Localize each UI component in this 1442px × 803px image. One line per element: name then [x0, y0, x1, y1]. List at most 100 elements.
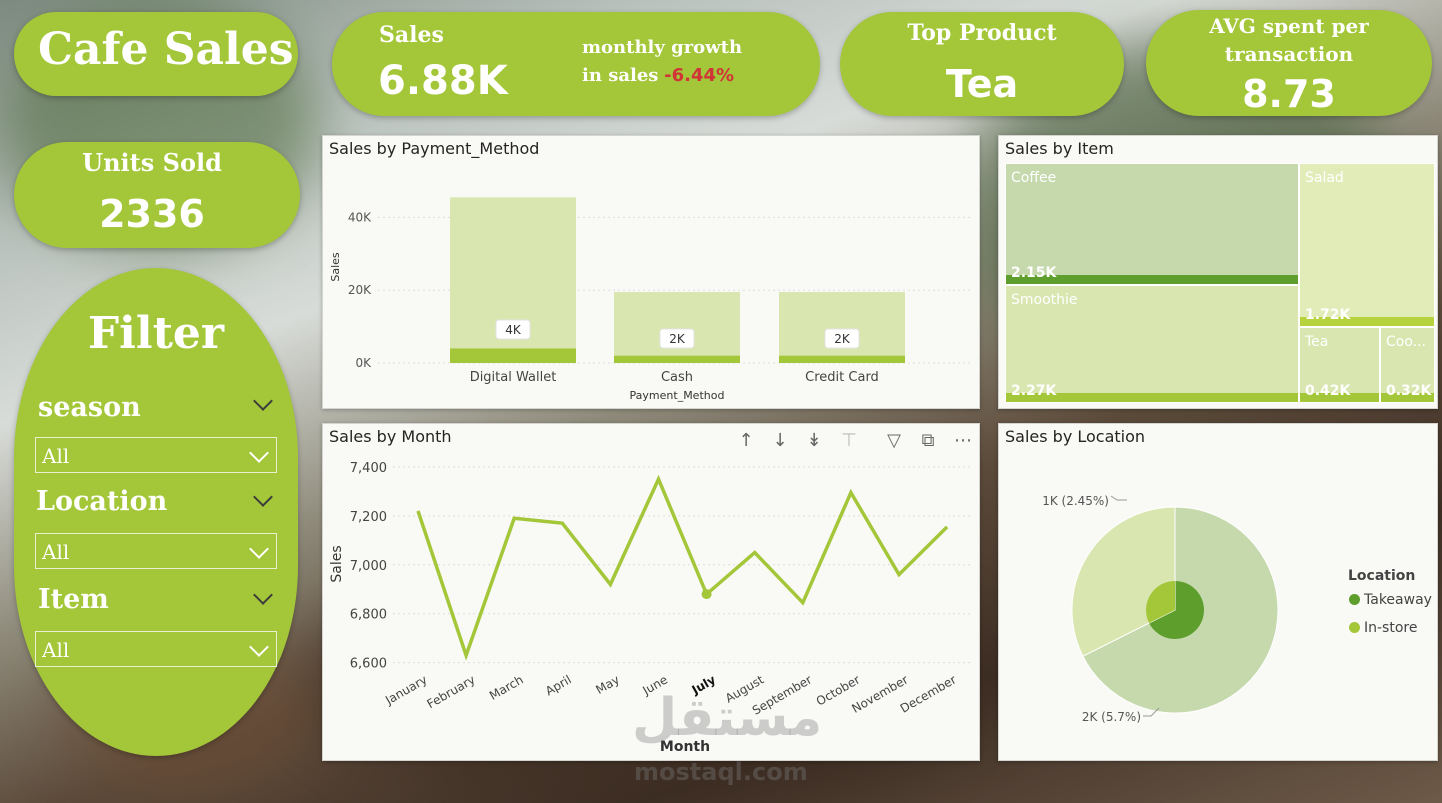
watermark-latin: mostaql.com [634, 758, 808, 786]
item-dropdown-value: All [42, 638, 70, 662]
item-dropdown[interactable]: All [35, 631, 277, 667]
treemap-tile[interactable]: Salad 1.72K [1299, 163, 1435, 327]
treemap-tile-name: Tea [1305, 334, 1329, 350]
more-options-icon[interactable]: ⋯ [954, 430, 972, 451]
units-sold-value: 2336 [99, 192, 205, 236]
treemap-tile-value: 0.32K [1386, 383, 1432, 399]
data-label: 2K [834, 332, 851, 346]
treemap-tile[interactable]: Coffee 2.15K [1005, 163, 1299, 285]
sales-card: Sales 6.88K monthly growth in sales -6.4… [332, 12, 820, 116]
sales-label: Sales [379, 22, 444, 48]
treemap-tile-value: 2.15K [1011, 265, 1057, 281]
series-line [416, 474, 949, 661]
treemap-tile-name: Coo... [1386, 334, 1427, 350]
growth-label-line2: in sales [582, 65, 659, 86]
y-axis-title: Sales [329, 252, 342, 282]
watermark-arabic: مستقل [632, 688, 823, 748]
season-dropdown-value: All [42, 444, 70, 468]
y-axis-title: Sales [329, 545, 345, 582]
x-tick-label: January [382, 672, 429, 707]
data-label-bg [824, 328, 860, 349]
location-chevron-icon[interactable] [253, 487, 273, 507]
location-pie-chart[interactable]: Sales by Location 1K (2.45%) 2K (5.7%) Lo… [998, 423, 1438, 761]
avg-spent-value: 8.73 [1242, 72, 1336, 116]
treemap-tile-bar [1006, 393, 1298, 402]
avg-spent-label-line1: AVG spent per [1209, 14, 1369, 38]
treemap-tile-name: Salad [1305, 170, 1344, 186]
treemap-area: Coffee 2.15K Smoothie 2.27K Salad 1.72K Tea 0.4… [1005, 163, 1435, 403]
legend-in-store[interactable]: In-store [1349, 620, 1417, 636]
y-tick-label: 7,400 [350, 461, 387, 476]
x-axis-title: Month [660, 739, 710, 755]
label-leader [1110, 495, 1127, 501]
filter-panel: Filter season All Location All Item All [14, 268, 298, 756]
data-label-bg [495, 319, 531, 340]
legend-dot [1349, 622, 1360, 633]
y-tick-label: 7,200 [350, 510, 387, 525]
filter-title: Filter [87, 308, 225, 359]
x-tick-label: Cash [661, 370, 693, 385]
treemap-tile-bar [1300, 393, 1379, 402]
treemap-tile-bar [1381, 393, 1434, 402]
expand-hierarchy-icon[interactable]: ⊤ [841, 430, 857, 451]
avg-spent-label-line2: transaction [1224, 42, 1354, 66]
pie-inner-slice [1146, 581, 1175, 624]
item-label: Item [38, 584, 109, 615]
avg-spent-card: AVG spent per transaction 8.73 [1146, 10, 1432, 116]
item-treemap-chart[interactable]: Sales by Item Coffee 2.15K Smoothie 2.27K Sa… [998, 135, 1438, 409]
units-sold-card: Units Sold 2336 [14, 142, 300, 248]
legend-label: In-store [1364, 620, 1418, 636]
top-product-card: Top Product Tea [840, 12, 1124, 116]
y-tick-label: 0K [355, 356, 372, 370]
treemap-tile[interactable]: Coo... 0.32K [1380, 327, 1435, 403]
treemap-tile-name: Smoothie [1011, 292, 1078, 308]
label-leader [1143, 707, 1160, 717]
treemap-tile[interactable]: Tea 0.42K [1299, 327, 1380, 403]
month-line-chart[interactable]: Sales by Month 6,600 6,800 7,000 7,200 7,400… [322, 423, 980, 761]
data-label: 2K [669, 332, 686, 346]
dashboard-title: Cafe Sales [38, 24, 294, 75]
x-tick-label: April [543, 672, 574, 698]
legend-label: Takeaway [1364, 592, 1432, 608]
treemap-tile-value: 2.27K [1011, 383, 1057, 399]
y-tick-label: 20K [348, 283, 372, 297]
bar-segment [614, 355, 740, 363]
season-label: season [38, 392, 141, 423]
legend-dot [1349, 594, 1360, 605]
location-dropdown-value: All [42, 540, 70, 564]
line-chart-svg: 6,600 6,800 7,000 7,200 7,400 Sales JanuaryFeb… [329, 461, 973, 755]
bar-segment [450, 348, 576, 363]
bar-segment [779, 355, 905, 363]
top-product-label: Top Product [907, 20, 1057, 46]
location-label: Location [36, 486, 168, 517]
item-chevron-icon[interactable] [253, 585, 273, 605]
legend-title: Location [1348, 568, 1416, 584]
x-tick-label: February [425, 672, 478, 711]
treemap-tile[interactable]: Smoothie 2.27K [1005, 285, 1299, 403]
season-chevron-icon[interactable] [253, 391, 273, 411]
slice-label: 1K (2.45%) [1042, 494, 1109, 508]
payment-method-chart[interactable]: Sales by Payment_Method 0K 20K 40K Sales 4K D… [322, 135, 980, 409]
filter-icon[interactable]: ▽ [887, 430, 901, 451]
pie-inner-slice [1149, 581, 1204, 639]
bar [614, 292, 740, 363]
x-tick-label: Digital Wallet [470, 370, 557, 385]
top-product-value: Tea [945, 62, 1019, 106]
chart-title: Sales by Payment_Method [329, 139, 540, 158]
season-dropdown[interactable]: All [35, 437, 277, 473]
treemap-tile-value: 1.72K [1305, 307, 1351, 323]
x-tick-label: May [593, 672, 621, 697]
chart-title: Sales by Location [1005, 427, 1146, 446]
focus-mode-icon[interactable]: ⧉ [921, 430, 935, 451]
double-arrow-down-icon[interactable]: ↡ [806, 430, 822, 451]
growth-label-line1: monthly growth [582, 37, 743, 58]
title-card: Cafe Sales [14, 12, 298, 96]
units-sold-label: Units Sold [82, 148, 222, 177]
location-dropdown[interactable]: All [35, 533, 277, 569]
legend-takeaway[interactable]: Takeaway [1349, 592, 1432, 608]
arrow-down-icon[interactable]: ↓ [772, 430, 788, 451]
y-tick-label: 40K [348, 210, 372, 224]
x-tick-label: March [487, 672, 526, 702]
bar [779, 292, 905, 363]
arrow-up-icon[interactable]: ↑ [738, 430, 754, 451]
